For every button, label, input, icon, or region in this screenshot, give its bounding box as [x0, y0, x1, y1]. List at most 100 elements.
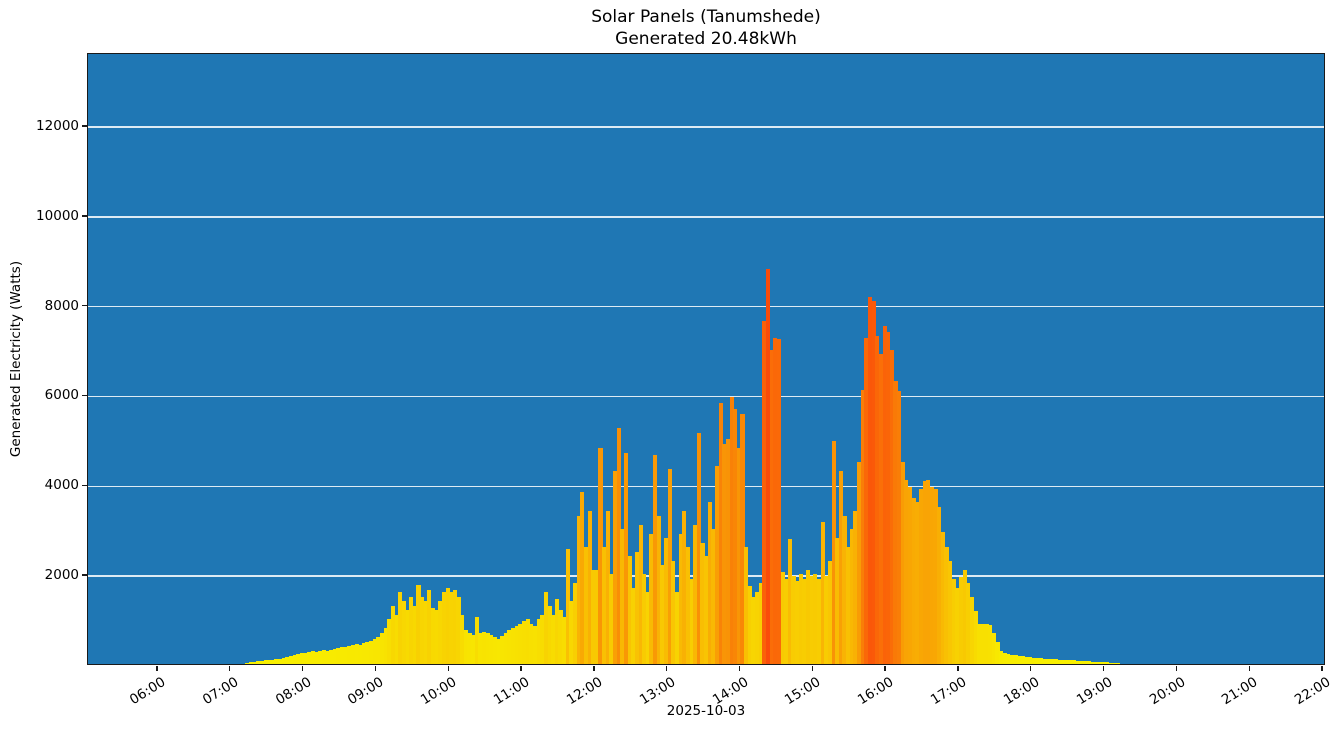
- x-tick-mark: [1321, 666, 1323, 671]
- bar: [977, 623, 982, 664]
- bar: [412, 605, 417, 664]
- bar: [489, 634, 494, 664]
- bar: [667, 468, 672, 664]
- x-tick-mark: [1248, 666, 1250, 671]
- bar: [339, 646, 345, 664]
- bar: [329, 649, 334, 664]
- x-tick-mark: [1102, 666, 1105, 671]
- bar: [278, 658, 283, 664]
- bar: [543, 592, 549, 664]
- bar: [343, 647, 348, 664]
- bar: [1009, 655, 1015, 664]
- bar: [958, 576, 964, 664]
- bar: [674, 592, 680, 664]
- bar: [875, 336, 880, 664]
- bar: [1020, 656, 1025, 664]
- bar: [773, 338, 778, 664]
- bar: [321, 650, 326, 664]
- bar: [871, 301, 876, 664]
- bar: [463, 630, 468, 664]
- bar: [310, 651, 315, 664]
- bar: [707, 502, 712, 664]
- x-tick-mark: [1175, 666, 1178, 671]
- gridline-y-6000: [88, 395, 1324, 398]
- bar: [860, 390, 865, 664]
- bar: [500, 636, 505, 664]
- bar: [762, 321, 767, 664]
- y-tick-mark: [82, 484, 87, 487]
- bar: [838, 470, 843, 664]
- bar: [1035, 658, 1040, 664]
- bar: [926, 479, 931, 664]
- bar: [285, 656, 290, 664]
- bar: [376, 637, 381, 664]
- bar: [725, 439, 731, 664]
- bar: [809, 576, 814, 664]
- bar: [1115, 663, 1120, 664]
- bar: [649, 533, 654, 664]
- bar: [540, 614, 545, 664]
- bar: [631, 587, 636, 664]
- bar: [390, 605, 396, 664]
- bar: [441, 592, 447, 664]
- bar: [609, 574, 614, 664]
- bar: [423, 601, 428, 664]
- bar: [372, 638, 377, 664]
- x-tick-mark: [156, 666, 158, 671]
- bar: [314, 651, 319, 664]
- bar: [511, 628, 516, 664]
- bar: [299, 653, 305, 664]
- bar: [878, 354, 883, 664]
- bar: [594, 569, 599, 664]
- bar: [602, 547, 607, 664]
- bar: [1053, 659, 1058, 664]
- bar: [791, 576, 796, 664]
- bar: [653, 455, 658, 664]
- plot-area: [87, 53, 1325, 665]
- bar: [929, 486, 934, 664]
- bar: [507, 630, 512, 664]
- bar: [503, 632, 508, 664]
- bar: [449, 592, 454, 664]
- bar: [1002, 652, 1007, 664]
- bar: [518, 623, 523, 664]
- bar: [332, 648, 337, 664]
- bar: [1086, 661, 1091, 664]
- bar: [430, 607, 436, 664]
- bar: [1108, 662, 1113, 664]
- bar: [485, 632, 490, 664]
- bar: [296, 654, 301, 664]
- bar: [580, 491, 585, 664]
- bar: [474, 616, 479, 664]
- x-tick-mark: [374, 666, 377, 671]
- bar: [751, 596, 756, 664]
- bar: [715, 466, 720, 664]
- bar: [1097, 661, 1102, 664]
- bar: [554, 598, 559, 664]
- bar: [627, 556, 632, 664]
- bar: [1049, 659, 1055, 664]
- bar: [1093, 661, 1098, 664]
- bar: [740, 413, 745, 664]
- bar: [704, 556, 709, 664]
- x-tick-mark: [229, 666, 231, 671]
- x-tick-mark: [884, 666, 886, 671]
- bar: [984, 623, 989, 664]
- bar: [980, 624, 985, 664]
- bar: [722, 443, 727, 664]
- bar: [573, 583, 578, 664]
- bar: [795, 580, 800, 664]
- bar: [434, 610, 439, 664]
- y-tick-label: 10000: [36, 207, 79, 224]
- y-tick-mark: [82, 394, 87, 397]
- bar: [1111, 663, 1117, 664]
- bar: [849, 529, 854, 664]
- bar: [256, 661, 261, 664]
- bar: [380, 632, 385, 664]
- bar: [248, 662, 254, 664]
- bar: [263, 660, 268, 664]
- bar: [522, 621, 527, 664]
- x-tick-mark: [447, 666, 449, 671]
- bar: [616, 428, 621, 664]
- bar: [325, 650, 330, 664]
